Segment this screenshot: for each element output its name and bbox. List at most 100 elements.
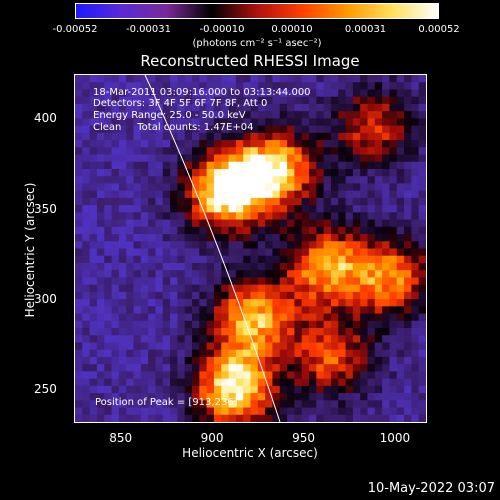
heatmap-cell	[118, 385, 127, 394]
heatmap-cell	[148, 356, 157, 365]
heatmap-cell	[257, 205, 266, 213]
heatmap-cell	[184, 190, 193, 199]
heatmap-cell	[418, 364, 426, 372]
heatmap-cell	[206, 356, 215, 365]
heatmap-cell	[404, 226, 412, 235]
heatmap-cell	[287, 125, 295, 134]
heatmap-cell	[396, 118, 405, 127]
heatmap-cell	[221, 140, 230, 148]
heatmap-cell	[126, 219, 135, 228]
heatmap-cell	[352, 248, 361, 257]
heatmap-cell	[89, 197, 98, 206]
heatmap-cell	[213, 241, 222, 250]
heatmap-cell	[118, 291, 127, 300]
x-tick-label: 1000	[379, 431, 411, 445]
heatmap-cell	[338, 378, 347, 387]
heatmap-cell	[111, 248, 120, 257]
heatmap-cell	[330, 356, 339, 365]
heatmap-cell	[287, 96, 295, 105]
heatmap-cell	[184, 248, 193, 257]
heatmap-cell	[118, 299, 127, 307]
heatmap-cell	[140, 96, 149, 105]
heatmap-cell	[301, 248, 310, 257]
heatmap-cell	[221, 378, 230, 387]
heatmap-cell	[243, 118, 252, 127]
heatmap-cell	[330, 407, 339, 416]
heatmap-cell	[272, 190, 281, 199]
heatmap-cell	[243, 342, 252, 351]
heatmap-cell	[411, 393, 420, 401]
heatmap-cell	[82, 291, 91, 300]
heatmap-cell	[89, 89, 98, 98]
heatmap-cell	[111, 400, 120, 409]
heatmap-cell	[192, 284, 200, 293]
heatmap-cell	[316, 255, 325, 264]
heatmap-cell	[184, 349, 193, 358]
heatmap-cell	[82, 248, 91, 257]
heatmap-cell	[155, 118, 164, 127]
heatmap-cell	[155, 125, 164, 134]
heatmap-cell	[126, 161, 135, 170]
heatmap-cell	[404, 234, 412, 242]
heatmap-cell	[374, 154, 383, 163]
heatmap-cell	[213, 75, 222, 83]
heatmap-cell	[148, 132, 157, 141]
heatmap-cell	[345, 96, 354, 105]
heatmap-cell	[89, 313, 98, 322]
heatmap-cell	[221, 291, 230, 300]
heatmap-cell	[228, 335, 237, 344]
heatmap-cell	[418, 414, 426, 422]
heatmap-cell	[104, 140, 113, 148]
heatmap-cell	[389, 255, 398, 264]
heatmap-cell	[257, 277, 266, 286]
heatmap-cell	[287, 248, 295, 257]
heatmap-cell	[199, 335, 208, 344]
heatmap-cell	[294, 371, 303, 380]
heatmap-cell	[89, 270, 98, 279]
heatmap-cell	[352, 111, 361, 119]
heatmap-cell	[170, 291, 178, 300]
heatmap-cell	[279, 328, 288, 336]
heatmap-cell	[287, 255, 295, 264]
heatmap-cell	[330, 132, 339, 141]
heatmap-cell	[374, 111, 383, 119]
heatmap-cell	[162, 168, 171, 177]
heatmap-cell	[221, 284, 230, 293]
heatmap-cell	[265, 400, 274, 409]
heatmap-cell	[338, 328, 347, 336]
heatmap-cell	[82, 111, 91, 119]
heatmap-cell	[235, 234, 244, 242]
heatmap-cell	[265, 183, 274, 192]
heatmap-cell	[184, 277, 193, 286]
heatmap-cell	[118, 400, 127, 409]
heatmap-cell	[221, 118, 230, 127]
heatmap-cell	[389, 125, 398, 134]
heatmap-cell	[294, 270, 303, 279]
heatmap-cell	[104, 75, 113, 83]
heatmap-cell	[396, 393, 405, 401]
heatmap-cell	[404, 400, 412, 409]
heatmap-cell	[118, 313, 127, 322]
heatmap-cell	[89, 414, 98, 422]
heatmap-cell	[411, 197, 420, 206]
heatmap-cell	[316, 262, 325, 271]
heatmap-cell	[345, 89, 354, 98]
heatmap-cell	[206, 82, 215, 91]
colorbar-unit: (photons cm⁻² s⁻¹ asec⁻²)	[192, 38, 322, 49]
heatmap-cell	[75, 255, 83, 264]
heatmap-cell	[287, 291, 295, 300]
heatmap-cell	[250, 212, 259, 221]
heatmap-cell	[75, 414, 83, 422]
heatmap-cell	[133, 335, 142, 344]
heatmap-cell	[330, 364, 339, 372]
heatmap-cell	[272, 111, 281, 119]
heatmap-cell	[396, 168, 405, 177]
heatmap-cell	[177, 147, 186, 156]
heatmap-cell	[96, 154, 105, 163]
heatmap-cell	[111, 234, 120, 242]
heatmap-cell	[272, 183, 281, 192]
heatmap-cell	[82, 219, 91, 228]
heatmap-cell	[389, 147, 398, 156]
heatmap-cell	[323, 371, 332, 380]
heatmap-cell	[104, 118, 113, 127]
